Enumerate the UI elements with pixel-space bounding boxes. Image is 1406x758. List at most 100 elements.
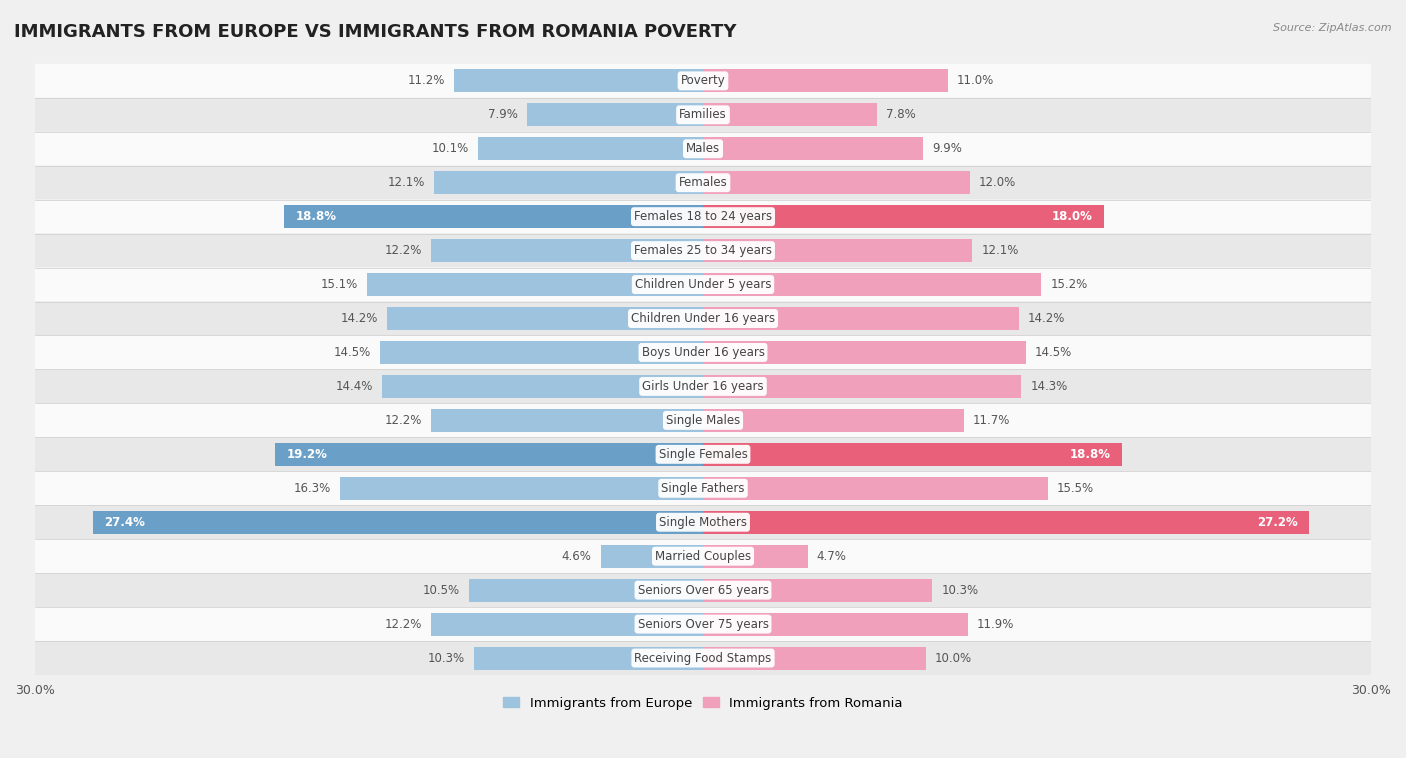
FancyBboxPatch shape (35, 64, 1371, 98)
Text: 12.1%: 12.1% (387, 176, 425, 190)
Text: IMMIGRANTS FROM EUROPE VS IMMIGRANTS FROM ROMANIA POVERTY: IMMIGRANTS FROM EUROPE VS IMMIGRANTS FRO… (14, 23, 737, 41)
Bar (478, 137, 703, 160)
Bar (703, 647, 925, 669)
Text: 11.7%: 11.7% (973, 414, 1010, 427)
Text: Single Fathers: Single Fathers (661, 482, 745, 495)
Text: 15.5%: 15.5% (1057, 482, 1094, 495)
Text: 11.9%: 11.9% (977, 618, 1014, 631)
Bar (703, 443, 1122, 466)
Bar (432, 612, 703, 636)
FancyBboxPatch shape (35, 607, 1371, 641)
Text: 10.5%: 10.5% (423, 584, 460, 597)
Text: Receiving Food Stamps: Receiving Food Stamps (634, 652, 772, 665)
Bar (284, 205, 703, 228)
Text: 10.3%: 10.3% (941, 584, 979, 597)
Text: 12.0%: 12.0% (979, 176, 1017, 190)
FancyBboxPatch shape (35, 98, 1371, 132)
FancyBboxPatch shape (35, 199, 1371, 233)
Text: 11.0%: 11.0% (957, 74, 994, 87)
Text: 10.1%: 10.1% (432, 143, 470, 155)
Text: Married Couples: Married Couples (655, 550, 751, 562)
Text: 10.0%: 10.0% (935, 652, 972, 665)
Bar (703, 103, 877, 127)
Bar (340, 477, 703, 500)
Text: 14.2%: 14.2% (340, 312, 378, 325)
Text: 9.9%: 9.9% (932, 143, 962, 155)
Bar (703, 545, 807, 568)
Bar (93, 511, 703, 534)
Text: 12.2%: 12.2% (385, 414, 422, 427)
Bar (703, 307, 1019, 330)
Text: 27.4%: 27.4% (104, 515, 145, 529)
Bar (703, 69, 948, 92)
Text: Seniors Over 75 years: Seniors Over 75 years (637, 618, 769, 631)
FancyBboxPatch shape (35, 403, 1371, 437)
Bar (703, 578, 932, 602)
Text: Males: Males (686, 143, 720, 155)
FancyBboxPatch shape (35, 471, 1371, 506)
Bar (470, 578, 703, 602)
Text: Children Under 5 years: Children Under 5 years (634, 278, 772, 291)
Text: Girls Under 16 years: Girls Under 16 years (643, 380, 763, 393)
Text: 7.8%: 7.8% (886, 108, 915, 121)
Bar (474, 647, 703, 669)
Text: Females: Females (679, 176, 727, 190)
Text: 19.2%: 19.2% (287, 448, 328, 461)
Text: Children Under 16 years: Children Under 16 years (631, 312, 775, 325)
Bar (703, 341, 1026, 364)
Bar (382, 375, 703, 398)
Bar (703, 171, 970, 194)
Text: Single Males: Single Males (666, 414, 740, 427)
Text: 14.4%: 14.4% (336, 380, 374, 393)
Text: 15.2%: 15.2% (1050, 278, 1088, 291)
Bar (432, 239, 703, 262)
Text: 14.2%: 14.2% (1028, 312, 1066, 325)
FancyBboxPatch shape (35, 302, 1371, 336)
FancyBboxPatch shape (35, 166, 1371, 199)
Bar (703, 205, 1104, 228)
Text: Boys Under 16 years: Boys Under 16 years (641, 346, 765, 359)
Text: Source: ZipAtlas.com: Source: ZipAtlas.com (1274, 23, 1392, 33)
Text: Families: Families (679, 108, 727, 121)
Text: 27.2%: 27.2% (1257, 515, 1298, 529)
Bar (387, 307, 703, 330)
Bar (703, 612, 967, 636)
FancyBboxPatch shape (35, 437, 1371, 471)
Text: Single Females: Single Females (658, 448, 748, 461)
Bar (432, 409, 703, 432)
Bar (454, 69, 703, 92)
Text: 18.8%: 18.8% (295, 210, 336, 223)
Text: 11.2%: 11.2% (408, 74, 444, 87)
FancyBboxPatch shape (35, 268, 1371, 302)
Bar (703, 511, 1309, 534)
Text: 15.1%: 15.1% (321, 278, 359, 291)
Text: 12.2%: 12.2% (385, 244, 422, 257)
Bar (367, 273, 703, 296)
Text: Seniors Over 65 years: Seniors Over 65 years (637, 584, 769, 597)
Bar (703, 273, 1042, 296)
Bar (527, 103, 703, 127)
Bar (703, 375, 1021, 398)
Text: 18.0%: 18.0% (1052, 210, 1092, 223)
FancyBboxPatch shape (35, 369, 1371, 403)
FancyBboxPatch shape (35, 573, 1371, 607)
Text: Females 25 to 34 years: Females 25 to 34 years (634, 244, 772, 257)
FancyBboxPatch shape (35, 233, 1371, 268)
Text: 14.5%: 14.5% (1035, 346, 1071, 359)
Bar (703, 239, 973, 262)
Text: 16.3%: 16.3% (294, 482, 330, 495)
Text: 10.3%: 10.3% (427, 652, 465, 665)
FancyBboxPatch shape (35, 539, 1371, 573)
Bar (703, 477, 1047, 500)
Text: 14.3%: 14.3% (1031, 380, 1067, 393)
Bar (703, 409, 963, 432)
Text: 14.5%: 14.5% (335, 346, 371, 359)
Bar (433, 171, 703, 194)
Text: 18.8%: 18.8% (1070, 448, 1111, 461)
Bar (380, 341, 703, 364)
Text: 4.6%: 4.6% (562, 550, 592, 562)
Text: 12.2%: 12.2% (385, 618, 422, 631)
Legend: Immigrants from Europe, Immigrants from Romania: Immigrants from Europe, Immigrants from … (498, 691, 908, 715)
Bar (600, 545, 703, 568)
Bar (276, 443, 703, 466)
